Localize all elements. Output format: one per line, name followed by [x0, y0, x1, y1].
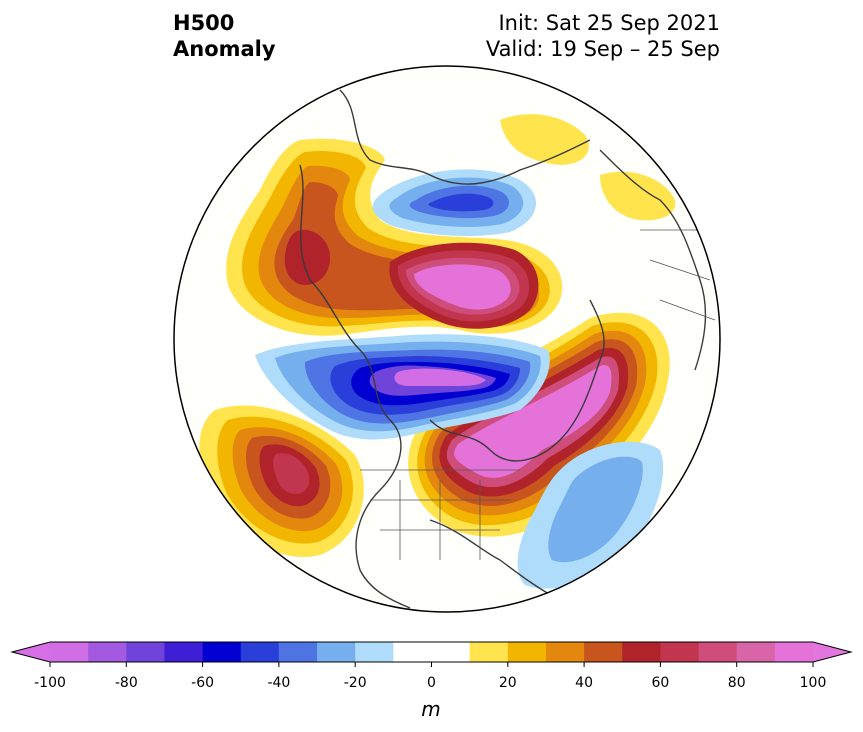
colorbar-cell — [126, 642, 165, 662]
chart-title-left: H500 Anomaly — [173, 10, 276, 62]
colorbar-cell — [355, 642, 394, 662]
colorbar-tick-label: -40 — [267, 675, 290, 691]
anomaly-contours — [199, 114, 676, 589]
coast-west — [299, 164, 411, 609]
colorbar-cell — [660, 642, 700, 662]
colorbar-cell — [507, 642, 547, 662]
colorbar-cell — [698, 642, 738, 662]
colorbar-cell — [622, 642, 661, 662]
colorbar-cell — [50, 642, 89, 662]
valid-period: Valid: 19 Sep – 25 Sep — [485, 37, 720, 61]
coast-atlantic — [429, 519, 561, 601]
coastlines — [299, 89, 707, 609]
colorbar-cell — [469, 642, 509, 662]
colorbar-tick-label: 60 — [651, 675, 669, 691]
colorbar-cell — [88, 642, 127, 662]
colorbar-cell — [317, 642, 356, 662]
negative-anomaly-arctic — [255, 334, 550, 440]
coast-europe — [599, 149, 707, 371]
positive-anomaly-north-america — [408, 312, 670, 537]
europe-borders — [640, 229, 716, 321]
init-time: Init: Sat 25 Sep 2021 — [498, 11, 720, 35]
political-borders — [360, 229, 716, 560]
positive-anomaly-northeast — [500, 114, 589, 165]
colorbar-tick-label: 100 — [800, 675, 827, 691]
negative-anomaly-siberia — [372, 169, 537, 236]
colorbar-cell — [736, 642, 776, 662]
polar-map — [173, 65, 721, 613]
colorbar-tick-label: -100 — [34, 675, 66, 691]
chart-title-right: Init: Sat 25 Sep 2021 Valid: 19 Sep – 25… — [486, 10, 720, 62]
colorbar-cell — [278, 642, 318, 662]
colorbar-cell — [240, 642, 280, 662]
colorbar-cell — [164, 642, 204, 662]
title-anomaly: Anomaly — [173, 37, 276, 61]
colorbar-tick-label: 0 — [427, 675, 436, 691]
colorbar-cell — [545, 642, 585, 662]
colorbar-tick-label: -60 — [191, 675, 214, 691]
positive-anomaly-east — [600, 171, 676, 221]
colorbar-extend-under — [12, 642, 50, 662]
colorbar-tick-label: -80 — [115, 675, 138, 691]
colorbar-tick-label: 80 — [728, 675, 746, 691]
state-borders — [360, 469, 520, 560]
colorbar-tick-label: 20 — [499, 675, 517, 691]
title-variable: H500 — [173, 11, 235, 35]
colorbar: -100 -80 -60 -40 -20 0 20 40 60 80 100 m — [10, 641, 853, 721]
colorbar-tick-label: 40 — [575, 675, 593, 691]
coast-greenland — [429, 299, 605, 462]
colorbar-cell — [774, 642, 814, 662]
colorbar-extend-over — [813, 642, 851, 662]
colorbar-unit-label: m — [421, 697, 440, 721]
coast-north — [339, 89, 591, 185]
colorbar-cell — [431, 642, 471, 662]
colorbar-tick-label: -20 — [344, 675, 367, 691]
colorbar-cell — [202, 642, 242, 662]
colorbar-cell — [584, 642, 623, 662]
positive-anomaly-eurasia — [226, 138, 563, 336]
colorbar-cell — [393, 642, 432, 662]
map-outline — [173, 65, 721, 613]
